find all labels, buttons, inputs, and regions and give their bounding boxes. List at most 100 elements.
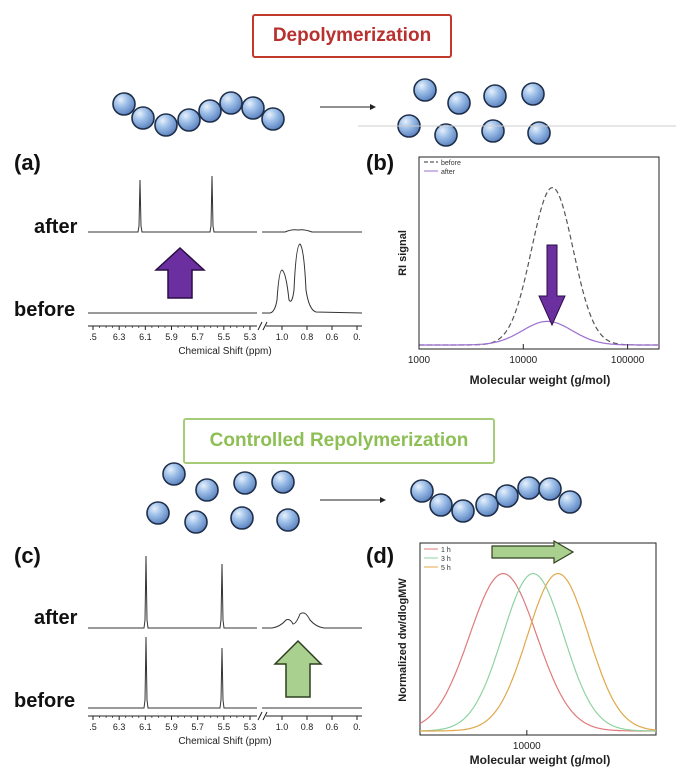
panel-a-nmr: .5 6.3 6.1 5.9 5.7 5.5 5.3 1.0 0.8 0.6 0. Chemical… <box>88 175 363 357</box>
monomer-bead <box>434 123 458 147</box>
panel-d-ylabel: Normalized dw/dlogMW <box>397 578 409 702</box>
nmr-tick-label: 0.8 <box>301 722 314 732</box>
monomer-bead <box>112 92 136 116</box>
panel-a-after-label: after <box>34 216 78 238</box>
series-line-1h <box>419 573 656 732</box>
monomer-bead <box>195 478 219 502</box>
monomer-bead <box>154 113 178 137</box>
panel-d-right-arrow <box>491 539 575 565</box>
nmr-tick-label: 6.1 <box>139 332 152 342</box>
series-line-5h <box>420 573 657 732</box>
panel-d-chart: 10000 Molecular weight (g/mol) Normalize… <box>397 539 657 767</box>
panel-a-after-spectrum-right <box>262 229 362 233</box>
panel-b-xlabel: Molecular weight (g/mol) <box>470 373 611 387</box>
panel-d-frame <box>419 542 657 736</box>
monomer-bead <box>495 484 519 508</box>
panel-a-before-spectrum-right <box>262 243 363 314</box>
panel-d-plot <box>419 572 657 732</box>
panel-c-xlabel: Chemical Shift (ppm) <box>178 736 271 747</box>
panel-b-legend-after: after <box>441 169 456 176</box>
panel-b-frame <box>418 156 660 350</box>
panel-d-legend-5h: 5 h <box>441 565 451 572</box>
monomer-bead <box>481 119 505 143</box>
nmr-tick-label: 5.3 <box>244 332 257 342</box>
panel-c-after-spectrum-left <box>88 555 257 629</box>
monomer-bead <box>162 462 186 486</box>
monomer-bead <box>475 493 499 517</box>
panel-d-xticks: 10000 <box>513 730 541 752</box>
repolymerization-title: Controlled Repolymerization <box>183 418 495 464</box>
nmr-tick-label: 5.7 <box>191 722 204 732</box>
monomer-bead <box>558 490 582 514</box>
panel-c-after-spectrum-right <box>262 612 362 629</box>
panel-a-ticks: .5 6.3 6.1 5.9 5.7 5.5 5.3 1.0 0.8 0.6 0. <box>89 326 361 342</box>
monomer-bead <box>517 476 541 500</box>
monomer-bead <box>241 96 265 120</box>
panel-b-letter: (b) <box>366 150 395 175</box>
panel-a-before-label: before <box>14 299 76 321</box>
monomer-bead <box>447 91 471 115</box>
panel-b-plot <box>419 186 659 346</box>
panel-b-legend-before: before <box>441 160 461 167</box>
monomer-bead <box>146 501 170 525</box>
nmr-tick-label: 0. <box>353 722 361 732</box>
monomer-bead <box>538 477 562 501</box>
panel-c-before-spectrum-left <box>88 636 257 709</box>
x-tick-label: 1000 <box>408 355 431 366</box>
monomer-bead <box>233 471 257 495</box>
nmr-tick-label: .5 <box>89 722 97 732</box>
panel-b-chart: 1000 10000 100000 Molecular weight (g/mol)… <box>397 156 660 387</box>
panel-c-letter: (c) <box>14 543 41 568</box>
panel-b-xticks: 1000 10000 100000 <box>408 344 645 366</box>
panel-c-nmr: .5 6.3 6.1 5.9 5.7 5.5 5.3 1.0 0.8 0.6 0. Chemical… <box>88 555 362 747</box>
monomer-bead <box>527 121 551 145</box>
monomer-bead <box>177 108 201 132</box>
panel-a-letter: (a) <box>14 150 41 175</box>
panel-c-up-arrow <box>273 639 323 698</box>
nmr-tick-label: 6.3 <box>113 332 126 342</box>
nmr-tick-label: 0.6 <box>326 332 339 342</box>
series-line-before <box>419 186 659 346</box>
series-line-after <box>419 320 659 346</box>
monomer-bead <box>198 99 222 123</box>
nmr-tick-label: 0. <box>353 332 361 342</box>
x-tick-label: 100000 <box>611 355 645 366</box>
monomer-bead <box>451 499 475 523</box>
nmr-tick-label: 5.7 <box>191 332 204 342</box>
panel-b-ylabel: RI signal <box>397 230 409 276</box>
panel-c-ticks: .5 6.3 6.1 5.9 5.7 5.5 5.3 1.0 0.8 0.6 0. <box>89 716 361 732</box>
monomer-bead <box>521 82 545 106</box>
monomer-bead <box>410 479 434 503</box>
monomer-bead <box>413 78 437 102</box>
polymer-schematic <box>112 78 582 534</box>
nmr-tick-label: 1.0 <box>276 332 289 342</box>
panel-c-before-label: before <box>14 690 76 712</box>
nmr-tick-label: 0.8 <box>301 332 314 342</box>
monomer-bead <box>261 107 285 131</box>
nmr-tick-label: 5.9 <box>165 722 178 732</box>
reaction-arrow-bottom <box>320 497 386 503</box>
panel-a-xlabel: Chemical Shift (ppm) <box>178 346 271 357</box>
monomer-bead <box>219 91 243 115</box>
nmr-tick-label: 6.1 <box>139 722 152 732</box>
panel-c-after-label: after <box>34 607 78 629</box>
nmr-tick-label: .5 <box>89 332 97 342</box>
nmr-tick-label: 5.5 <box>218 332 231 342</box>
nmr-tick-label: 6.3 <box>113 722 126 732</box>
nmr-tick-label: 0.6 <box>326 722 339 732</box>
monomer-bead <box>276 508 300 532</box>
panel-d-legend-1h: 1 h <box>441 547 451 554</box>
monomer-bead <box>483 84 507 108</box>
panel-c-axis-break <box>257 711 268 721</box>
monomer-bead <box>271 470 295 494</box>
monomer-bead <box>184 510 208 534</box>
panel-a-up-arrow <box>154 246 206 299</box>
panel-d-xlabel: Molecular weight (g/mol) <box>470 753 611 767</box>
x-tick-label: 10000 <box>513 741 541 752</box>
reaction-arrow-top <box>320 104 376 110</box>
panel-b-down-arrow <box>538 244 566 327</box>
monomer-bead <box>230 506 254 530</box>
depolymerization-title: Depolymerization <box>252 14 452 58</box>
panel-a-axis-break <box>257 321 268 331</box>
